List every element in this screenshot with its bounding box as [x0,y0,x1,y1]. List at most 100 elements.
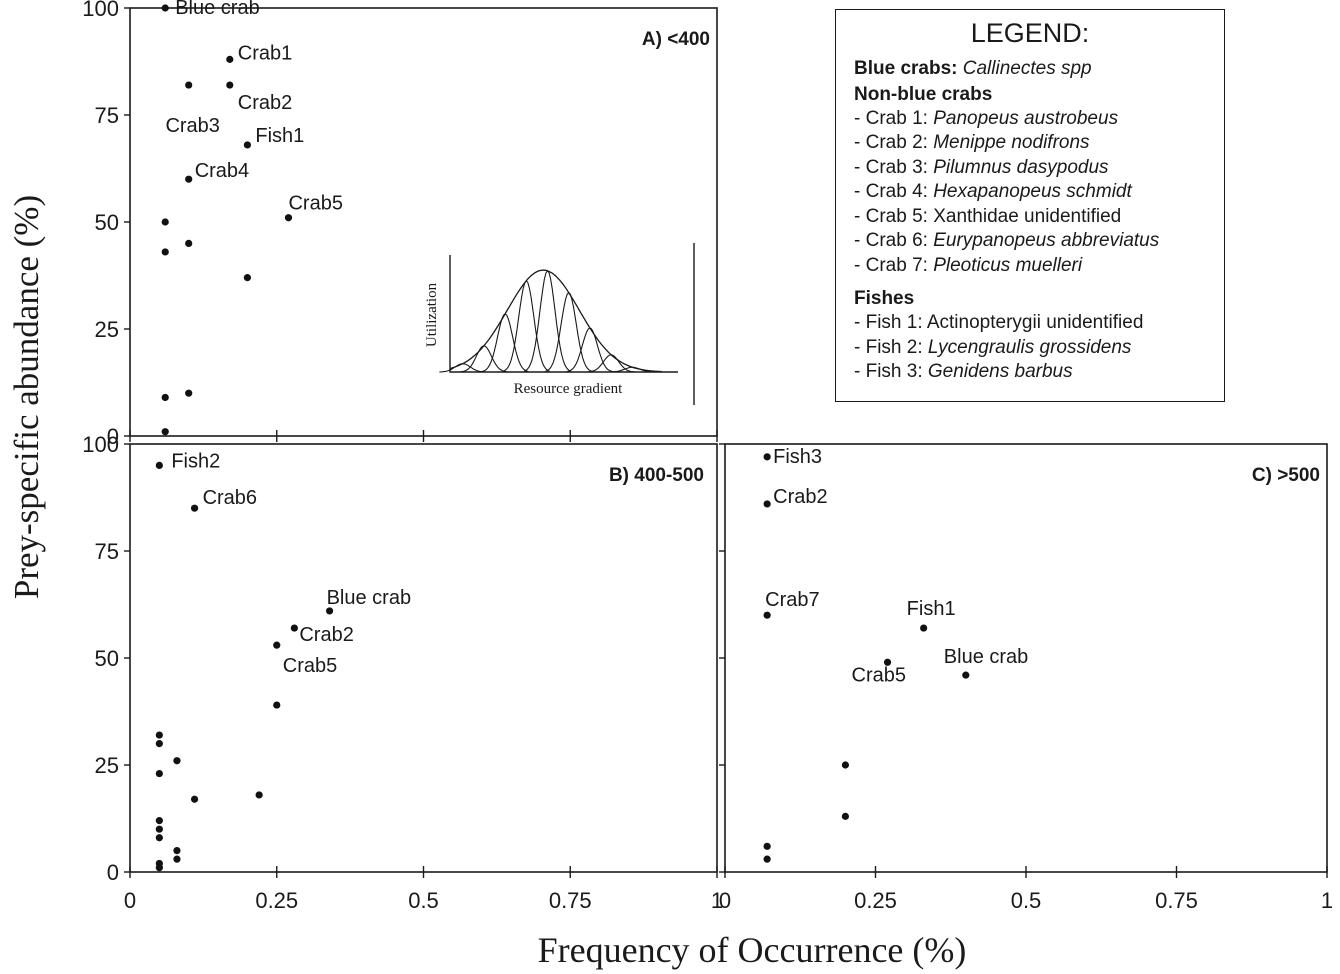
data-point [155,817,163,825]
inset-component-curve [439,363,486,373]
legend-non-blue-item-prefix: - Crab 5: [854,205,934,227]
data-point [325,607,334,615]
legend-blue-crabs: Blue crabs: Callinectes spp [854,57,1224,82]
x-tick-label: 0.75 [549,888,592,913]
data-point [161,428,169,436]
figure-ylabel: Prey-specific abundance (%) [7,195,46,599]
legend-non-blue-item: - Crab 1: Panopeus austrobeus [854,107,1224,132]
data-point [226,81,234,89]
legend-non-blue-item-species: Pilumnus dasypodus [933,156,1109,178]
point-label: Fish2 [171,450,220,472]
point-label: Blue crab [327,587,412,609]
data-point [155,461,163,469]
legend-fish-list: - Fish 1: Actinopterygii unidentified - F… [854,311,1224,385]
panel-label: A) <400 [642,29,710,50]
legend-fishes-heading: Fishes [854,288,915,309]
panel-3: 0 0.25 0.5 0.75 1 C) >500 Fish3 Crab2 Crab7 Fish1… [719,443,1333,913]
panel-2: 0 25 50 75 100 0 0.25 0.5 0.75 1 B) 400-500 Fish2 Cr… [82,432,723,913]
data-point [763,611,771,619]
legend-non-blue-item-species: Panopeus austrobeus [933,107,1119,129]
legend-fish-item: - Fish 3: Genidens barbus [854,360,1224,385]
legend-non-blue-item-prefix: - Crab 2: [854,132,934,153]
y-tick-label: 50 [95,210,119,235]
data-point [841,761,850,769]
data-point [185,389,193,397]
y-tick-label: 0 [107,860,119,885]
legend-non-blue-item-prefix: - Crab 7: [854,254,934,276]
legend-fish-item-species: Actinopterygii unidentified [926,312,1144,333]
panel-1: 0 25 50 75 100 A) <400 Blue crab Crab1 Crab2 Crab… [82,0,718,449]
legend-fish-item-species: Genidens barbus [927,361,1073,382]
inset-ylabel: Utilization [424,282,440,347]
inset-component-curve [545,291,593,372]
y-tick-label: 0 [107,424,119,449]
inset-component-curve [566,327,614,373]
inset-component-curve [481,313,529,373]
x-tick-label: 0.75 [1155,888,1198,913]
x-tick-label: 0.5 [1011,888,1042,913]
legend-non-blue-item: - Crab 7: Pleoticus muelleri [854,254,1224,279]
panel-label: B) 400-500 [609,465,704,486]
y-tick-label: 75 [95,539,119,564]
data-point [161,393,169,402]
data-point [226,55,234,63]
data-point [841,812,850,820]
y-tick-label: 100 [82,432,119,457]
point-label: Crab5 [852,664,906,686]
y-tick-label: 100 [82,0,119,21]
legend-non-blue-item-prefix: - Crab 3: [854,156,934,178]
legend-fish-item-prefix: - Fish 2: [854,336,928,358]
data-point [155,740,163,748]
legend-title: LEGEND: [970,18,1090,48]
data-point [290,624,298,632]
legend-blue-crabs-heading: Blue crabs: [854,58,958,79]
point-label: Crab4 [195,160,249,182]
figure-xlabel: Frequency of Occurrence (%) [538,930,967,970]
legend-fish-item: - Fish 2: Lycengraulis grossidens [854,336,1224,361]
data-point [763,842,771,850]
legend-non-blue-item: - Crab 4: Hexapanopeus schmidt [854,180,1224,205]
point-label: Fish1 [255,125,304,147]
legend-fish-item-prefix: - Fish 3: [854,361,928,382]
y-tick-label: 75 [95,103,119,128]
point-label: Crab2 [773,486,827,508]
point-label: Crab5 [283,655,337,677]
legend-non-blue-item: - Crab 6: Eurypanopeus abbreviatus [854,229,1224,254]
point-label: Crab3 [165,115,219,137]
legend-non-blue-list: - Crab 1: Panopeus austrobeus - Crab 2: M… [854,107,1224,279]
data-point [284,214,293,222]
y-tick-label: 50 [95,646,119,671]
x-tick-label: 0.25 [854,888,897,913]
data-point [155,731,163,739]
point-label: Crab2 [238,92,292,114]
data-point [161,248,169,256]
legend-non-blue-item-species: Xanthidae unidentified [933,205,1122,227]
legend-non-blue-item-species: Eurypanopeus abbreviatus [933,230,1160,251]
inset-component-curve [502,279,550,372]
data-point [763,453,771,461]
legend-non-blue-item-species: Hexapanopeus schmidt [933,181,1132,202]
data-point [173,757,181,765]
x-tick-label: 1 [1321,888,1333,913]
legend-non-blue-item: - Crab 5: Xanthidae unidentified [854,205,1224,230]
legend-non-blue-item-prefix: - Crab 6: [854,230,934,251]
inset-component-curve [608,366,656,373]
data-point [763,855,771,863]
x-tick-label: 0.5 [408,888,439,913]
data-point [883,658,892,666]
legend-non-blue-heading: Non-blue crabs [854,83,993,105]
data-point [962,671,970,679]
legend-non-blue-item: - Crab 3: Pilumnus dasypodus [854,156,1224,181]
inset-component-curve [460,345,508,373]
legend-non-blue-item-species: Menippe nodifrons [933,132,1090,153]
panel-label: C) >500 [1252,465,1320,486]
data-point [273,641,281,649]
data-point [173,847,181,855]
data-point [255,791,263,799]
x-tick-label: 0.25 [255,888,298,913]
inset-axes [449,255,678,373]
data-point [173,855,181,863]
legend-non-blue-item: - Crab 2: Menippe nodifrons [854,131,1224,156]
